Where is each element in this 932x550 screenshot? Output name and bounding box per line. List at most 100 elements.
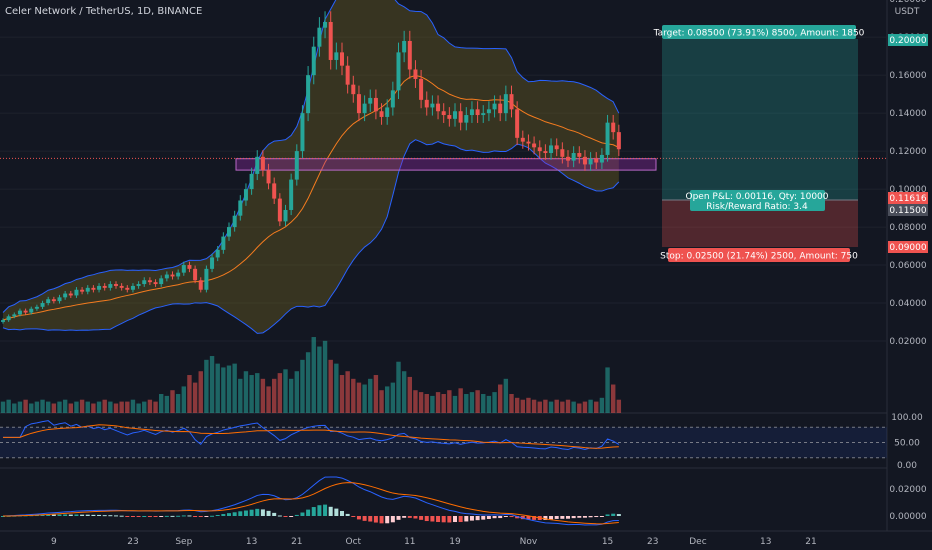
candle[interactable] — [503, 94, 508, 114]
candle[interactable] — [373, 97, 378, 112]
candle[interactable] — [520, 137, 525, 142]
candle[interactable] — [554, 145, 559, 150]
candle[interactable] — [396, 52, 401, 91]
candle[interactable] — [306, 75, 311, 114]
candle[interactable] — [6, 316, 11, 321]
candle[interactable] — [566, 156, 570, 161]
candle[interactable] — [515, 109, 520, 138]
candle[interactable] — [266, 170, 271, 184]
candle[interactable] — [80, 289, 85, 292]
candle[interactable] — [57, 297, 62, 302]
candle[interactable] — [368, 97, 373, 104]
candle[interactable] — [362, 103, 367, 114]
candle[interactable] — [543, 151, 548, 154]
candle[interactable] — [40, 303, 45, 307]
candle[interactable] — [441, 111, 446, 116]
candle[interactable] — [532, 143, 537, 148]
candle[interactable] — [74, 289, 79, 296]
candle[interactable] — [277, 198, 282, 222]
candle[interactable] — [599, 154, 604, 163]
candle[interactable] — [198, 280, 203, 290]
candle[interactable] — [436, 103, 441, 112]
candle[interactable] — [345, 65, 350, 85]
candle[interactable] — [469, 109, 474, 116]
candle[interactable] — [582, 156, 587, 165]
candle[interactable] — [210, 257, 215, 269]
candle[interactable] — [232, 215, 237, 228]
candle[interactable] — [323, 21, 328, 28]
candle[interactable] — [136, 284, 141, 286]
candle[interactable] — [108, 284, 113, 288]
candle[interactable] — [526, 141, 531, 144]
candle[interactable] — [289, 179, 294, 210]
candle[interactable] — [51, 299, 56, 302]
candle[interactable] — [481, 113, 486, 116]
candle[interactable] — [616, 132, 621, 150]
candle[interactable] — [68, 293, 73, 296]
candle[interactable] — [413, 69, 418, 79]
candle[interactable] — [119, 285, 124, 288]
target-zone[interactable] — [662, 39, 858, 200]
candle[interactable] — [125, 287, 130, 290]
candle[interactable] — [560, 149, 565, 157]
candle[interactable] — [594, 158, 599, 163]
candle[interactable] — [402, 40, 407, 53]
candle[interactable] — [351, 84, 356, 95]
candle[interactable] — [23, 310, 28, 313]
candle[interactable] — [181, 265, 186, 273]
candle[interactable] — [1, 320, 5, 322]
candle[interactable] — [221, 236, 226, 250]
candle[interactable] — [509, 94, 514, 110]
candle[interactable] — [356, 94, 361, 114]
candle[interactable] — [390, 90, 395, 108]
candle[interactable] — [424, 99, 429, 108]
candle[interactable] — [328, 21, 333, 60]
candle[interactable] — [571, 153, 576, 161]
candle[interactable] — [453, 111, 457, 119]
candle[interactable] — [300, 113, 305, 152]
candle[interactable] — [255, 156, 260, 174]
candle[interactable] — [34, 306, 39, 309]
candle[interactable] — [486, 109, 491, 114]
candle[interactable] — [17, 310, 22, 315]
candle[interactable] — [419, 78, 424, 100]
candle[interactable] — [498, 103, 503, 114]
candle[interactable] — [492, 103, 497, 110]
candle[interactable] — [114, 284, 118, 286]
candle[interactable] — [588, 158, 593, 165]
candle[interactable] — [407, 40, 412, 70]
candle[interactable] — [430, 103, 435, 108]
candle[interactable] — [385, 107, 390, 117]
candle[interactable] — [187, 265, 192, 269]
candle[interactable] — [97, 285, 102, 290]
candle[interactable] — [537, 147, 542, 152]
candle[interactable] — [227, 227, 231, 237]
candle[interactable] — [85, 287, 90, 292]
candle[interactable] — [458, 111, 463, 123]
candle[interactable] — [283, 209, 288, 222]
candle[interactable] — [153, 282, 158, 285]
candle[interactable] — [577, 153, 582, 157]
candle[interactable] — [159, 278, 164, 285]
candle[interactable] — [611, 122, 616, 133]
candle[interactable] — [464, 115, 469, 123]
candle[interactable] — [12, 314, 17, 317]
candle[interactable] — [294, 151, 299, 180]
candle[interactable] — [605, 122, 610, 155]
candle[interactable] — [147, 280, 152, 283]
candle[interactable] — [243, 189, 248, 201]
candle[interactable] — [193, 268, 198, 281]
candle[interactable] — [91, 287, 96, 290]
candle[interactable] — [142, 280, 147, 285]
candle[interactable] — [46, 299, 51, 304]
candle[interactable] — [130, 285, 135, 290]
candle[interactable] — [215, 249, 220, 258]
candle[interactable] — [549, 145, 554, 154]
support-zone-rect[interactable] — [235, 158, 657, 171]
candle[interactable] — [272, 183, 277, 199]
candle[interactable] — [238, 200, 243, 216]
candle[interactable] — [102, 285, 107, 288]
candle[interactable] — [29, 308, 34, 313]
candle[interactable] — [249, 173, 254, 190]
